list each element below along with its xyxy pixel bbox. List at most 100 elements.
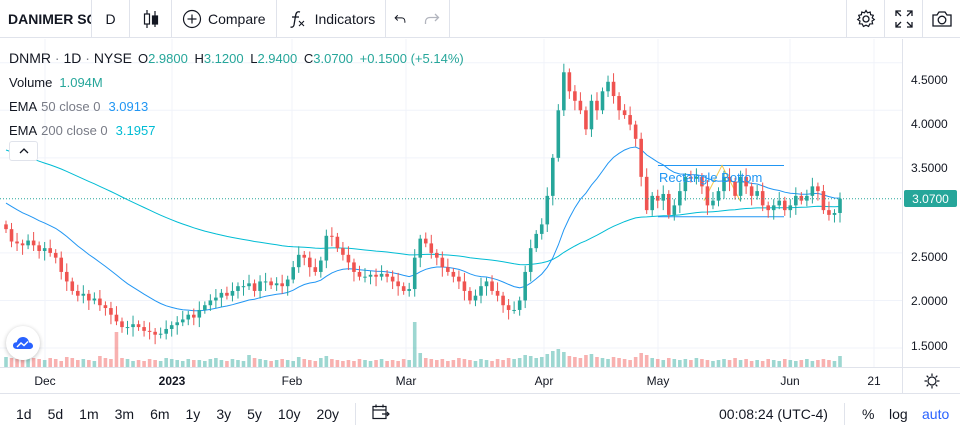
- volume-bar: [401, 359, 406, 367]
- candle-body: [794, 195, 798, 206]
- timezone-clock[interactable]: 00:08:24 (UTC-4): [719, 406, 828, 422]
- volume-bar: [584, 355, 588, 367]
- candle-body: [744, 176, 748, 187]
- candle-body: [827, 210, 831, 215]
- candle-body: [506, 305, 511, 310]
- volume-bar: [291, 361, 296, 367]
- auto-scale-toggle[interactable]: auto: [922, 406, 950, 422]
- volume-bar: [600, 358, 605, 367]
- volume-label: Volume: [9, 74, 53, 90]
- candle-body: [749, 186, 754, 196]
- go-to-date-button[interactable]: [364, 404, 398, 423]
- candle-body: [236, 286, 240, 291]
- volume-bar: [749, 361, 754, 367]
- symbol-name: DANIMER SC: [8, 10, 92, 27]
- indicators-button[interactable]: Indicators: [277, 0, 387, 38]
- range-5d-button[interactable]: 5d: [47, 405, 64, 422]
- volume-bar: [263, 360, 268, 367]
- ema200-legend[interactable]: EMA 200 close 0 3.1957: [9, 118, 464, 142]
- compare-button[interactable]: Compare: [172, 0, 277, 38]
- chart-pane[interactable]: [0, 39, 902, 367]
- c-value: 3.0700: [313, 50, 354, 66]
- ema200-line: [5, 149, 841, 266]
- range-1d-button[interactable]: 1d: [16, 405, 32, 422]
- volume-bar: [678, 360, 682, 367]
- volume-bar: [435, 360, 439, 367]
- volume-bar: [319, 358, 323, 367]
- volume-bar: [42, 360, 47, 367]
- volume-bar: [672, 359, 677, 367]
- volume-bar: [810, 361, 815, 367]
- undo-button[interactable]: [386, 0, 414, 38]
- range-5y-button[interactable]: 5y: [247, 405, 262, 422]
- volume-bar: [357, 359, 362, 367]
- volume-legend[interactable]: Volume 1.094M: [9, 70, 464, 94]
- volume-bar: [208, 359, 213, 367]
- ema50-label: EMA: [9, 98, 38, 114]
- volume-bar: [799, 360, 804, 367]
- range-1m-button[interactable]: 1m: [79, 405, 99, 422]
- l-value: 2.9400: [257, 50, 298, 66]
- camera-icon: [931, 11, 952, 27]
- volume-bar: [644, 355, 649, 367]
- volume-bar: [512, 359, 516, 367]
- volume-bar: [103, 358, 108, 367]
- volume-bar: [755, 360, 759, 367]
- time-tick-label: Apr: [534, 374, 554, 388]
- candle-body: [490, 281, 494, 291]
- candle-body: [838, 198, 842, 213]
- volume-bar: [390, 360, 395, 367]
- volume-bar: [639, 353, 643, 367]
- candle-body: [346, 254, 351, 263]
- bottom-toolbar: 1d 5d 1m 3m 6m 1y 3y 5y 10y 20y 00:08:24…: [0, 393, 960, 433]
- range-3m-button[interactable]: 3m: [114, 405, 135, 422]
- range-3y-button[interactable]: 3y: [216, 405, 232, 422]
- log-scale-toggle[interactable]: log: [889, 406, 908, 422]
- chart-type-button[interactable]: [130, 0, 172, 38]
- candle-body: [109, 308, 113, 315]
- price-scale[interactable]: 4.5000 4.0000 3.5000 2.5000 2.0000 1.500…: [902, 39, 960, 367]
- candle-body: [368, 274, 373, 277]
- interval-button[interactable]: D: [92, 0, 130, 38]
- range-10y-button[interactable]: 10y: [277, 405, 301, 422]
- chart-legend: DNMR · 1D · NYSE O2.9800 H3.1200 L2.9400…: [9, 46, 464, 142]
- candle-body: [9, 229, 14, 242]
- candle-body: [92, 298, 97, 301]
- price-chart[interactable]: [0, 39, 902, 367]
- candle-body: [782, 200, 787, 211]
- legend-collapse-button[interactable]: [9, 141, 38, 161]
- volume-bar: [368, 361, 373, 367]
- volume-bar: [379, 359, 384, 367]
- rectangle-drawing-label[interactable]: Rectangle Bottom: [659, 170, 763, 185]
- candle-body: [385, 273, 389, 277]
- range-20y-button[interactable]: 20y: [316, 405, 340, 422]
- redo-button[interactable]: [414, 0, 451, 38]
- scale-settings-button[interactable]: [902, 367, 960, 393]
- volume-bar: [473, 361, 478, 367]
- candle-body: [644, 176, 649, 211]
- volume-value: 1.094M: [59, 74, 103, 90]
- tradingview-logo[interactable]: [6, 326, 40, 360]
- range-1y-button[interactable]: 1y: [185, 405, 201, 422]
- candle-body: [611, 81, 616, 97]
- settings-button[interactable]: [846, 0, 884, 38]
- volume-bar: [650, 358, 655, 367]
- volume-bar: [59, 361, 64, 367]
- volume-bar: [633, 357, 638, 367]
- candle-body: [269, 281, 273, 286]
- volume-bar: [418, 353, 423, 367]
- range-6m-button[interactable]: 6m: [150, 405, 170, 422]
- volume-bar: [711, 361, 715, 367]
- volume-bar: [70, 358, 75, 367]
- candle-body: [219, 292, 224, 298]
- percent-scale-toggle[interactable]: %: [862, 406, 875, 422]
- candles-icon: [143, 9, 158, 28]
- volume-bar: [573, 357, 577, 367]
- fullscreen-button[interactable]: [884, 0, 922, 38]
- candle-body: [457, 276, 461, 282]
- candle-body: [672, 205, 677, 215]
- ema50-legend[interactable]: EMA 50 close 0 3.0913: [9, 94, 464, 118]
- time-scale[interactable]: Dec 2023 Feb Mar Apr May Jun 21: [0, 367, 902, 393]
- screenshot-button[interactable]: [922, 0, 960, 38]
- symbol-search[interactable]: DANIMER SC: [0, 0, 92, 38]
